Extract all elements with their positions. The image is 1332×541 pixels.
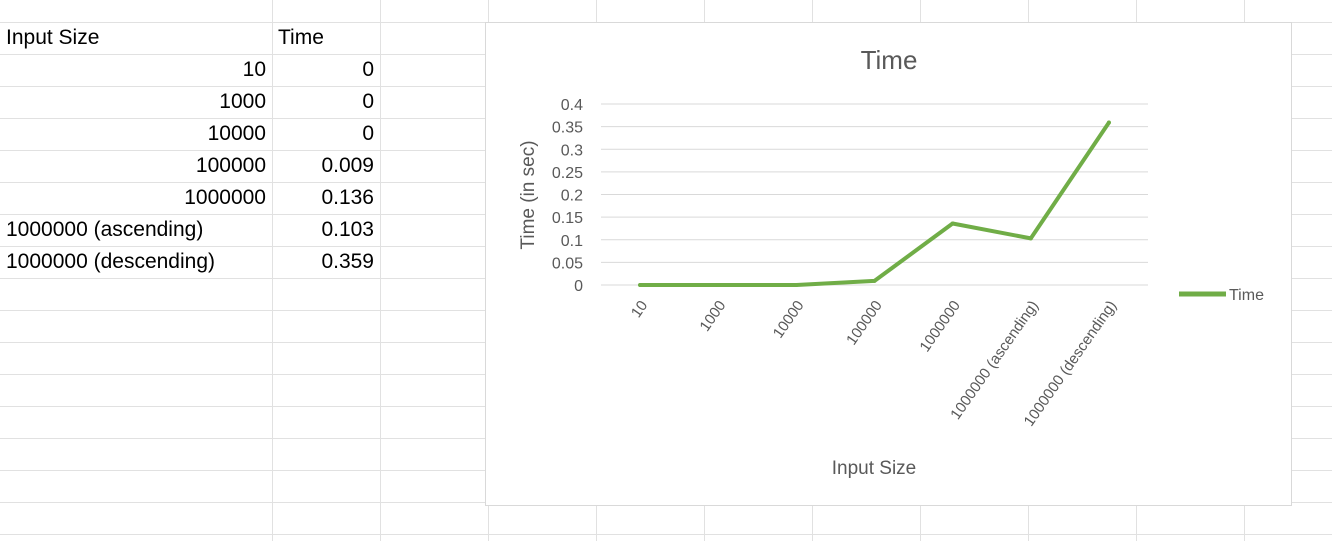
- x-axis-label: Input Size: [832, 458, 917, 479]
- data-point: [1106, 120, 1111, 125]
- cell-time[interactable]: 0.359: [321, 250, 374, 273]
- cell-input-size[interactable]: 1000000: [184, 186, 266, 209]
- y-tick-label: 0.15: [552, 210, 583, 227]
- cell-input-size[interactable]: 100000: [195, 154, 266, 177]
- y-tick-label: 0.25: [552, 165, 583, 182]
- cell-time[interactable]: 0: [362, 58, 374, 81]
- x-tick-label: 10: [628, 298, 651, 321]
- x-tick-label: 10000: [770, 298, 808, 342]
- cell-input-size[interactable]: 10000: [207, 122, 266, 145]
- y-tick-label: 0.1: [561, 233, 583, 250]
- data-point: [872, 278, 877, 283]
- cell-input-size[interactable]: 1000000 (ascending): [6, 218, 204, 241]
- series-line-time: [638, 120, 1111, 287]
- data-point: [794, 283, 799, 287]
- x-tick-label: 1000: [696, 298, 729, 335]
- header-input-size[interactable]: Input Size: [6, 26, 100, 49]
- y-tick-label: 0.35: [552, 120, 583, 137]
- data-point: [950, 221, 955, 226]
- data-point: [716, 283, 721, 287]
- x-tick-label: 100000: [843, 298, 886, 349]
- y-tick-label: 0.2: [561, 188, 583, 205]
- legend-label: Time: [1229, 287, 1264, 304]
- header-time[interactable]: Time: [278, 26, 324, 49]
- chart-title: Time: [861, 45, 918, 75]
- data-point: [638, 283, 643, 287]
- x-tick-label: 1000000 (descending): [1021, 298, 1121, 430]
- y-axis-label: Time (in sec): [518, 140, 539, 249]
- y-tick-label: 0.4: [561, 97, 583, 114]
- cell-input-size[interactable]: 10: [242, 58, 266, 81]
- cell-time[interactable]: 0.009: [321, 154, 374, 177]
- x-tick-label: 1000000 (ascending): [947, 298, 1042, 423]
- cell-input-size[interactable]: 1000: [219, 90, 266, 113]
- cell-time[interactable]: 0.103: [321, 218, 374, 241]
- cell-time[interactable]: 0.136: [321, 186, 374, 209]
- y-tick-label: 0: [574, 278, 583, 295]
- y-tick-label: 0.3: [561, 142, 583, 159]
- chart-area[interactable]: Time Input Size Time (in sec) 0 0.05 0.1 0.…: [485, 22, 1292, 506]
- cell-input-size[interactable]: 1000000 (descending): [6, 250, 215, 273]
- cell-time[interactable]: 0: [362, 122, 374, 145]
- cell-time[interactable]: 0: [362, 90, 374, 113]
- x-tick-label: 1000000: [916, 298, 963, 356]
- line-chart: Time Input Size Time (in sec) 0 0.05 0.1 0.…: [518, 45, 1264, 479]
- data-point: [1028, 236, 1033, 241]
- y-tick-label: 0.05: [552, 255, 583, 272]
